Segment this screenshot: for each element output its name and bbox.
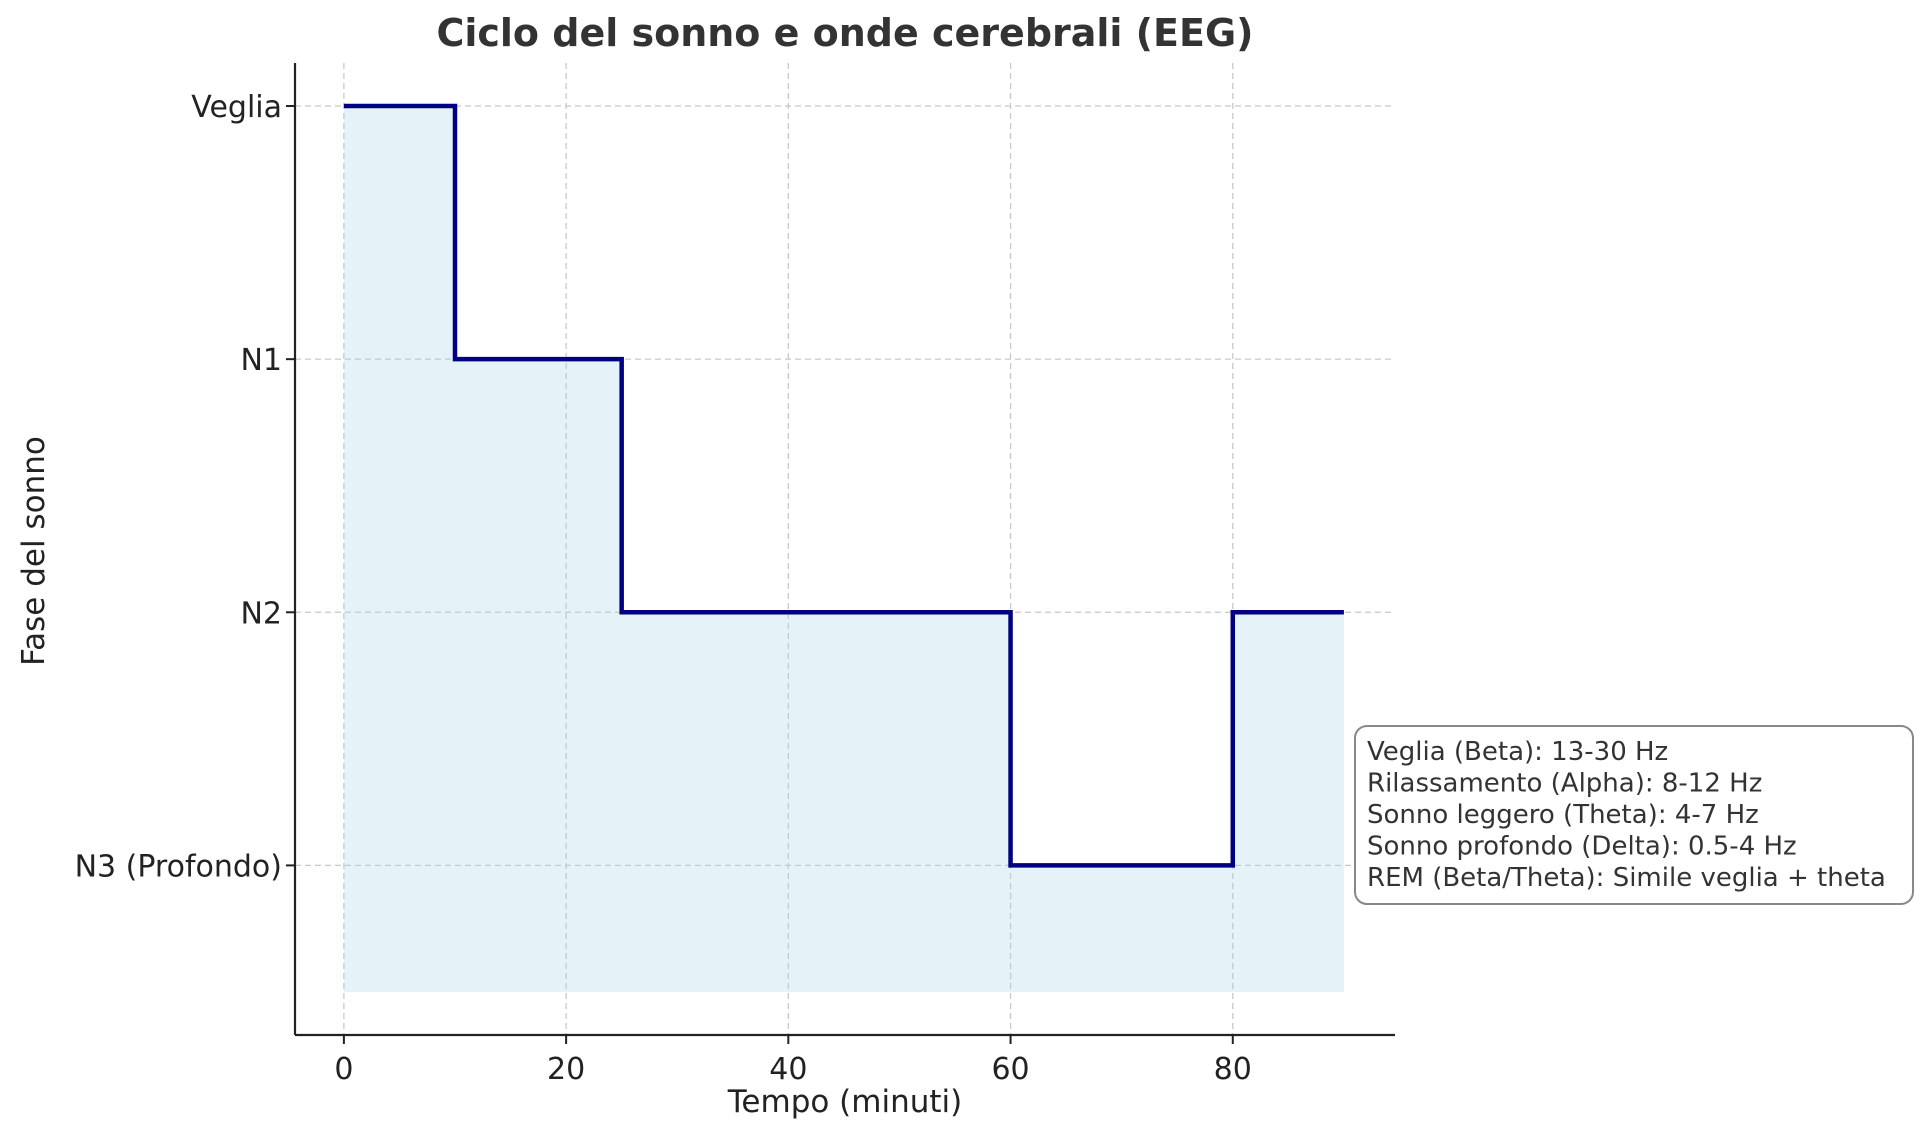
frequency-legend-line: Sonno leggero (Theta): 4-7 Hz [1367,800,1759,830]
x-tick-label: 20 [547,1052,585,1087]
y-tick-label: N1 [240,343,282,378]
grid [295,63,1395,1035]
frequency-legend-line: REM (Beta/Theta): Simile veglia + theta [1367,863,1886,893]
x-axis-label: Tempo (minuti) [727,1084,963,1120]
x-tick-label: 0 [334,1052,353,1087]
y-tick-label: N3 (Profondo) [75,849,282,884]
x-tick-label: 40 [769,1052,807,1087]
x-tick-label: 60 [991,1052,1029,1087]
frequency-legend-line: Sonno profondo (Delta): 0.5-4 Hz [1367,832,1797,862]
frequency-legend-line: Rilassamento (Alpha): 8-12 Hz [1367,769,1762,799]
frequency-legend-frame [1354,725,1914,905]
chart-title: Ciclo del sonno e onde cerebrali (EEG) [436,11,1253,55]
y-tick-label: N2 [240,596,282,631]
x-ticks: 0 20 40 60 80 [334,1035,1252,1087]
x-tick-label: 80 [1214,1052,1252,1087]
y-ticks: Veglia N1 N2 N3 (Profondo) [75,90,295,884]
y-tick-label: Veglia [191,90,282,125]
series-area-fill [343,106,1344,992]
series-line-layer [343,103,1344,868]
frequency-legend-line: Veglia (Beta): 13-30 Hz [1367,737,1668,767]
axes [293,63,1395,1037]
y-axis-label: Fase del sonno [16,436,52,666]
area-fill-layer [343,106,1344,992]
series-step-line [343,103,1344,868]
